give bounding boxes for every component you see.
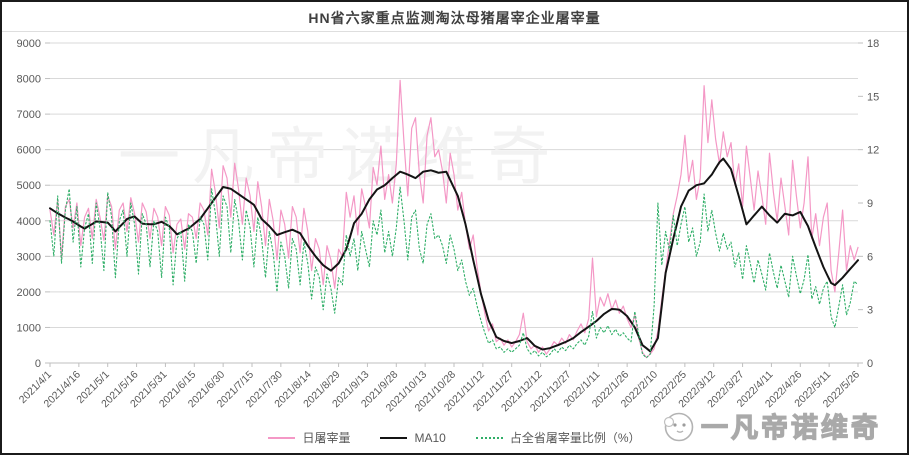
right-axis-tick-label: 9 <box>867 198 873 210</box>
left-axis-tick-label: 8000 <box>17 74 41 86</box>
chick-face-icon <box>663 412 694 441</box>
right-axis-tick-label: 15 <box>867 91 879 103</box>
brand-logo: 一凡帝诺维奇 <box>660 406 881 445</box>
left-axis-tick-label: 7000 <box>17 109 41 121</box>
legend-label-ma10: MA10 <box>414 430 446 445</box>
left-axis-tick-label: 5000 <box>17 180 41 192</box>
left-axis-tick-label: 3000 <box>17 251 41 263</box>
series-line-daily <box>49 79 859 359</box>
series-line-ma10 <box>49 157 859 353</box>
title-separator <box>2 31 907 32</box>
left-axis-tick-label: 1000 <box>17 322 41 334</box>
right-axis-tick-label: 6 <box>867 251 873 263</box>
right-axis-tick-label: 12 <box>867 145 879 157</box>
legend-label-daily: 日屠宰量 <box>302 431 351 445</box>
legend-label-ratio: 占全省屠宰量比例（%） <box>509 431 641 445</box>
right-axis-tick-label: 3 <box>867 305 873 317</box>
right-axis-tick-label: 18 <box>867 38 879 50</box>
ratio-line-swatch-icon <box>475 436 503 439</box>
daily-line-swatch-icon <box>268 436 296 439</box>
left-axis-tick-label: 6000 <box>17 145 41 157</box>
ma10-line-swatch-icon <box>380 436 408 439</box>
left-axis-tick-label: 2000 <box>17 287 41 299</box>
legend-item-ratio: 占全省屠宰量比例（%） <box>475 429 641 446</box>
brand-text: 一凡帝诺维奇 <box>700 412 881 443</box>
watermark-text: 一凡帝诺维奇 <box>118 123 563 192</box>
chart-title: HN省六家重点监测淘汰母猪屠宰企业屠宰量 <box>308 10 601 26</box>
left-axis-tick-label: 0 <box>35 358 41 370</box>
legend: 日屠宰量 MA10 占全省屠宰量比例（%） <box>2 429 907 446</box>
right-axis-tick-label: 0 <box>867 358 873 370</box>
series-line-ratio <box>49 186 859 359</box>
legend-item-daily: 日屠宰量 <box>268 429 350 446</box>
left-axis-tick-label: 9000 <box>17 38 41 50</box>
left-axis-tick-label: 4000 <box>17 216 41 228</box>
legend-item-ma10: MA10 <box>380 430 446 445</box>
